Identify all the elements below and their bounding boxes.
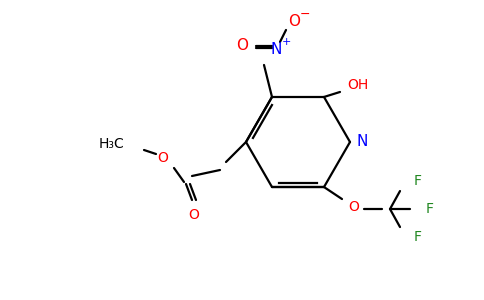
Text: F: F [426,202,434,216]
Text: N: N [357,134,368,149]
Text: N: N [270,43,282,58]
Text: H₃C: H₃C [98,137,124,151]
Text: OH: OH [348,78,369,92]
Text: O: O [158,151,168,165]
Text: O: O [236,38,248,53]
Text: −: − [300,8,310,20]
Text: +: + [281,37,291,47]
Text: O: O [288,14,300,29]
Text: F: F [414,230,422,244]
Text: O: O [189,208,199,222]
Text: F: F [414,174,422,188]
Text: O: O [348,200,360,214]
